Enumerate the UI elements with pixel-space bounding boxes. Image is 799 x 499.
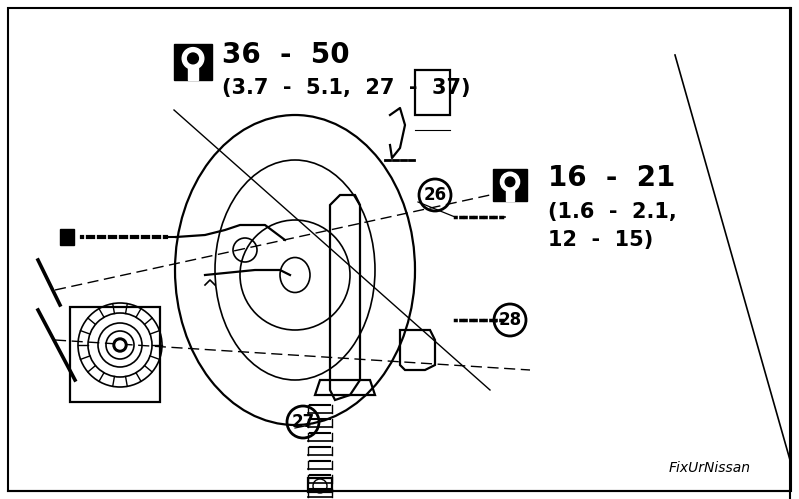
Bar <box>70 307 160 402</box>
Text: 28: 28 <box>499 311 522 329</box>
Circle shape <box>188 53 198 64</box>
Text: (1.6  -  2.1,: (1.6 - 2.1, <box>548 202 677 222</box>
Bar <box>493 169 527 201</box>
Circle shape <box>500 172 519 192</box>
Circle shape <box>113 338 127 352</box>
Bar <box>174 44 212 80</box>
Circle shape <box>182 47 204 69</box>
Circle shape <box>505 177 515 187</box>
Text: FixUrNissan: FixUrNissan <box>669 461 751 475</box>
Bar <box>506 190 515 201</box>
Bar <box>60 229 74 245</box>
Bar <box>188 67 198 80</box>
Text: 16  -  21: 16 - 21 <box>548 164 675 192</box>
Polygon shape <box>675 55 790 499</box>
Text: 36  -  50: 36 - 50 <box>222 41 350 69</box>
Text: (3.7  -  5.1,  27  -  37): (3.7 - 5.1, 27 - 37) <box>222 78 471 98</box>
Text: 27: 27 <box>292 413 315 431</box>
Text: 12  -  15): 12 - 15) <box>548 230 654 250</box>
Bar <box>308 478 332 492</box>
Bar <box>415 70 450 115</box>
Circle shape <box>116 341 124 349</box>
Text: 26: 26 <box>423 186 447 204</box>
